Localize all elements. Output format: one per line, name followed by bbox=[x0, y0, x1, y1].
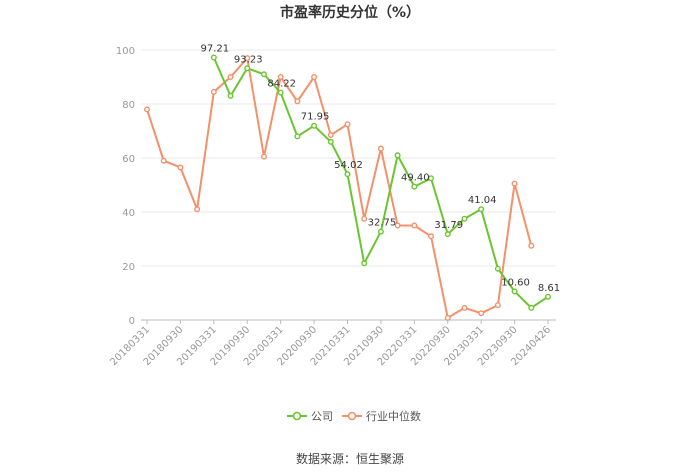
data-point bbox=[194, 206, 201, 213]
y-axis: 0 20 40 60 80 100 bbox=[116, 46, 135, 327]
legend-marker bbox=[292, 411, 302, 421]
data-point bbox=[327, 138, 334, 145]
data-point bbox=[428, 233, 435, 240]
data-label: 49.40 bbox=[401, 173, 430, 184]
data-point bbox=[494, 265, 501, 272]
data-point bbox=[311, 73, 318, 80]
data-label: 71.95 bbox=[301, 112, 330, 123]
data-point bbox=[444, 314, 451, 321]
y-tick-label: 80 bbox=[122, 100, 135, 111]
data-point bbox=[528, 304, 535, 311]
chart-title: 市盈率历史分位（%） bbox=[279, 5, 421, 21]
legend-label: 公司 bbox=[311, 410, 333, 423]
data-point bbox=[294, 98, 301, 105]
data-point bbox=[394, 222, 401, 229]
data-point bbox=[277, 89, 284, 96]
series-line bbox=[146, 55, 533, 320]
data-point bbox=[361, 215, 368, 222]
data-point bbox=[344, 121, 351, 128]
data-point bbox=[478, 206, 485, 213]
data-point bbox=[361, 260, 368, 267]
data-point bbox=[428, 175, 435, 182]
data-point bbox=[210, 88, 217, 95]
data-point bbox=[277, 73, 284, 80]
data-point bbox=[394, 152, 401, 159]
data-point bbox=[511, 180, 518, 187]
data-point bbox=[260, 71, 267, 78]
data-point bbox=[244, 55, 251, 62]
data-point bbox=[143, 106, 150, 113]
data-point bbox=[511, 288, 518, 295]
data-point bbox=[210, 54, 217, 61]
grid-lines bbox=[141, 49, 556, 321]
data-labels: 97.21 93.23 84.22 71.95 54.02 32.75 49.40 31.79… bbox=[201, 44, 561, 294]
data-label: 10.60 bbox=[501, 277, 530, 288]
legend-marker bbox=[347, 411, 357, 421]
data-point bbox=[461, 304, 468, 311]
data-label: 84.22 bbox=[267, 79, 296, 90]
data-point bbox=[294, 133, 301, 140]
x-axis: 2018033120180930201903312019093020200331… bbox=[108, 320, 553, 368]
data-point bbox=[344, 171, 351, 178]
data-point bbox=[444, 231, 451, 238]
data-point bbox=[327, 132, 334, 139]
data-point bbox=[411, 222, 418, 229]
y-tick-label: 40 bbox=[122, 208, 135, 219]
data-point bbox=[528, 242, 535, 249]
data-point bbox=[311, 122, 318, 129]
data-label: 93.23 bbox=[234, 54, 263, 65]
y-tick-label: 20 bbox=[122, 262, 135, 273]
data-source-note: 数据来源：恒生聚源 bbox=[295, 452, 404, 466]
data-point bbox=[227, 92, 234, 99]
data-label: 31.79 bbox=[434, 220, 463, 231]
data-point bbox=[160, 157, 167, 164]
data-label: 54.02 bbox=[334, 160, 363, 171]
data-point bbox=[260, 153, 267, 160]
legend-label: 行业中位数 bbox=[366, 409, 421, 423]
data-label: 41.04 bbox=[468, 195, 497, 206]
data-label: 8.61 bbox=[538, 283, 560, 294]
data-point bbox=[461, 215, 468, 222]
data-point bbox=[545, 293, 552, 300]
y-tick-label: 0 bbox=[129, 316, 135, 327]
y-tick-label: 100 bbox=[116, 46, 135, 57]
series-lines bbox=[143, 54, 552, 321]
data-point bbox=[177, 164, 184, 171]
data-point bbox=[478, 310, 485, 317]
data-label: 97.21 bbox=[201, 44, 230, 55]
y-tick-label: 60 bbox=[122, 154, 135, 165]
legend: 公司 行业中位数 bbox=[287, 409, 421, 423]
data-point bbox=[244, 65, 251, 72]
data-point bbox=[411, 183, 418, 190]
data-point bbox=[377, 145, 384, 152]
data-point bbox=[494, 302, 501, 309]
data-point bbox=[377, 228, 384, 235]
data-label: 32.75 bbox=[368, 218, 397, 229]
data-point bbox=[227, 73, 234, 80]
